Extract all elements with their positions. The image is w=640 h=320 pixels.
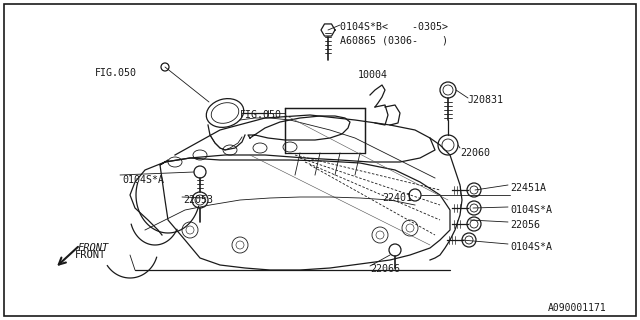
- Text: 22451A: 22451A: [510, 183, 546, 193]
- Text: J20831: J20831: [468, 95, 504, 105]
- Text: A090001171: A090001171: [548, 303, 607, 313]
- Text: FRONT: FRONT: [75, 250, 106, 260]
- Text: FRONT: FRONT: [78, 243, 109, 253]
- Text: FIG.050: FIG.050: [95, 68, 137, 78]
- Text: 0104S*A: 0104S*A: [510, 205, 552, 215]
- Text: 0104S*A: 0104S*A: [122, 175, 164, 185]
- Text: FIG.050: FIG.050: [240, 110, 282, 120]
- Text: 0104S*A: 0104S*A: [510, 242, 552, 252]
- Text: A60865 (0306-    ): A60865 (0306- ): [340, 35, 448, 45]
- Text: 22056: 22056: [510, 220, 540, 230]
- Text: 22060: 22060: [460, 148, 490, 158]
- Text: 22401: 22401: [382, 193, 412, 203]
- Text: 10004: 10004: [358, 70, 388, 80]
- Text: 22053: 22053: [183, 195, 213, 205]
- Text: 22066: 22066: [370, 264, 400, 274]
- Bar: [285, 108, 365, 153]
- Text: 0104S*B<    -0305>: 0104S*B< -0305>: [340, 22, 448, 32]
